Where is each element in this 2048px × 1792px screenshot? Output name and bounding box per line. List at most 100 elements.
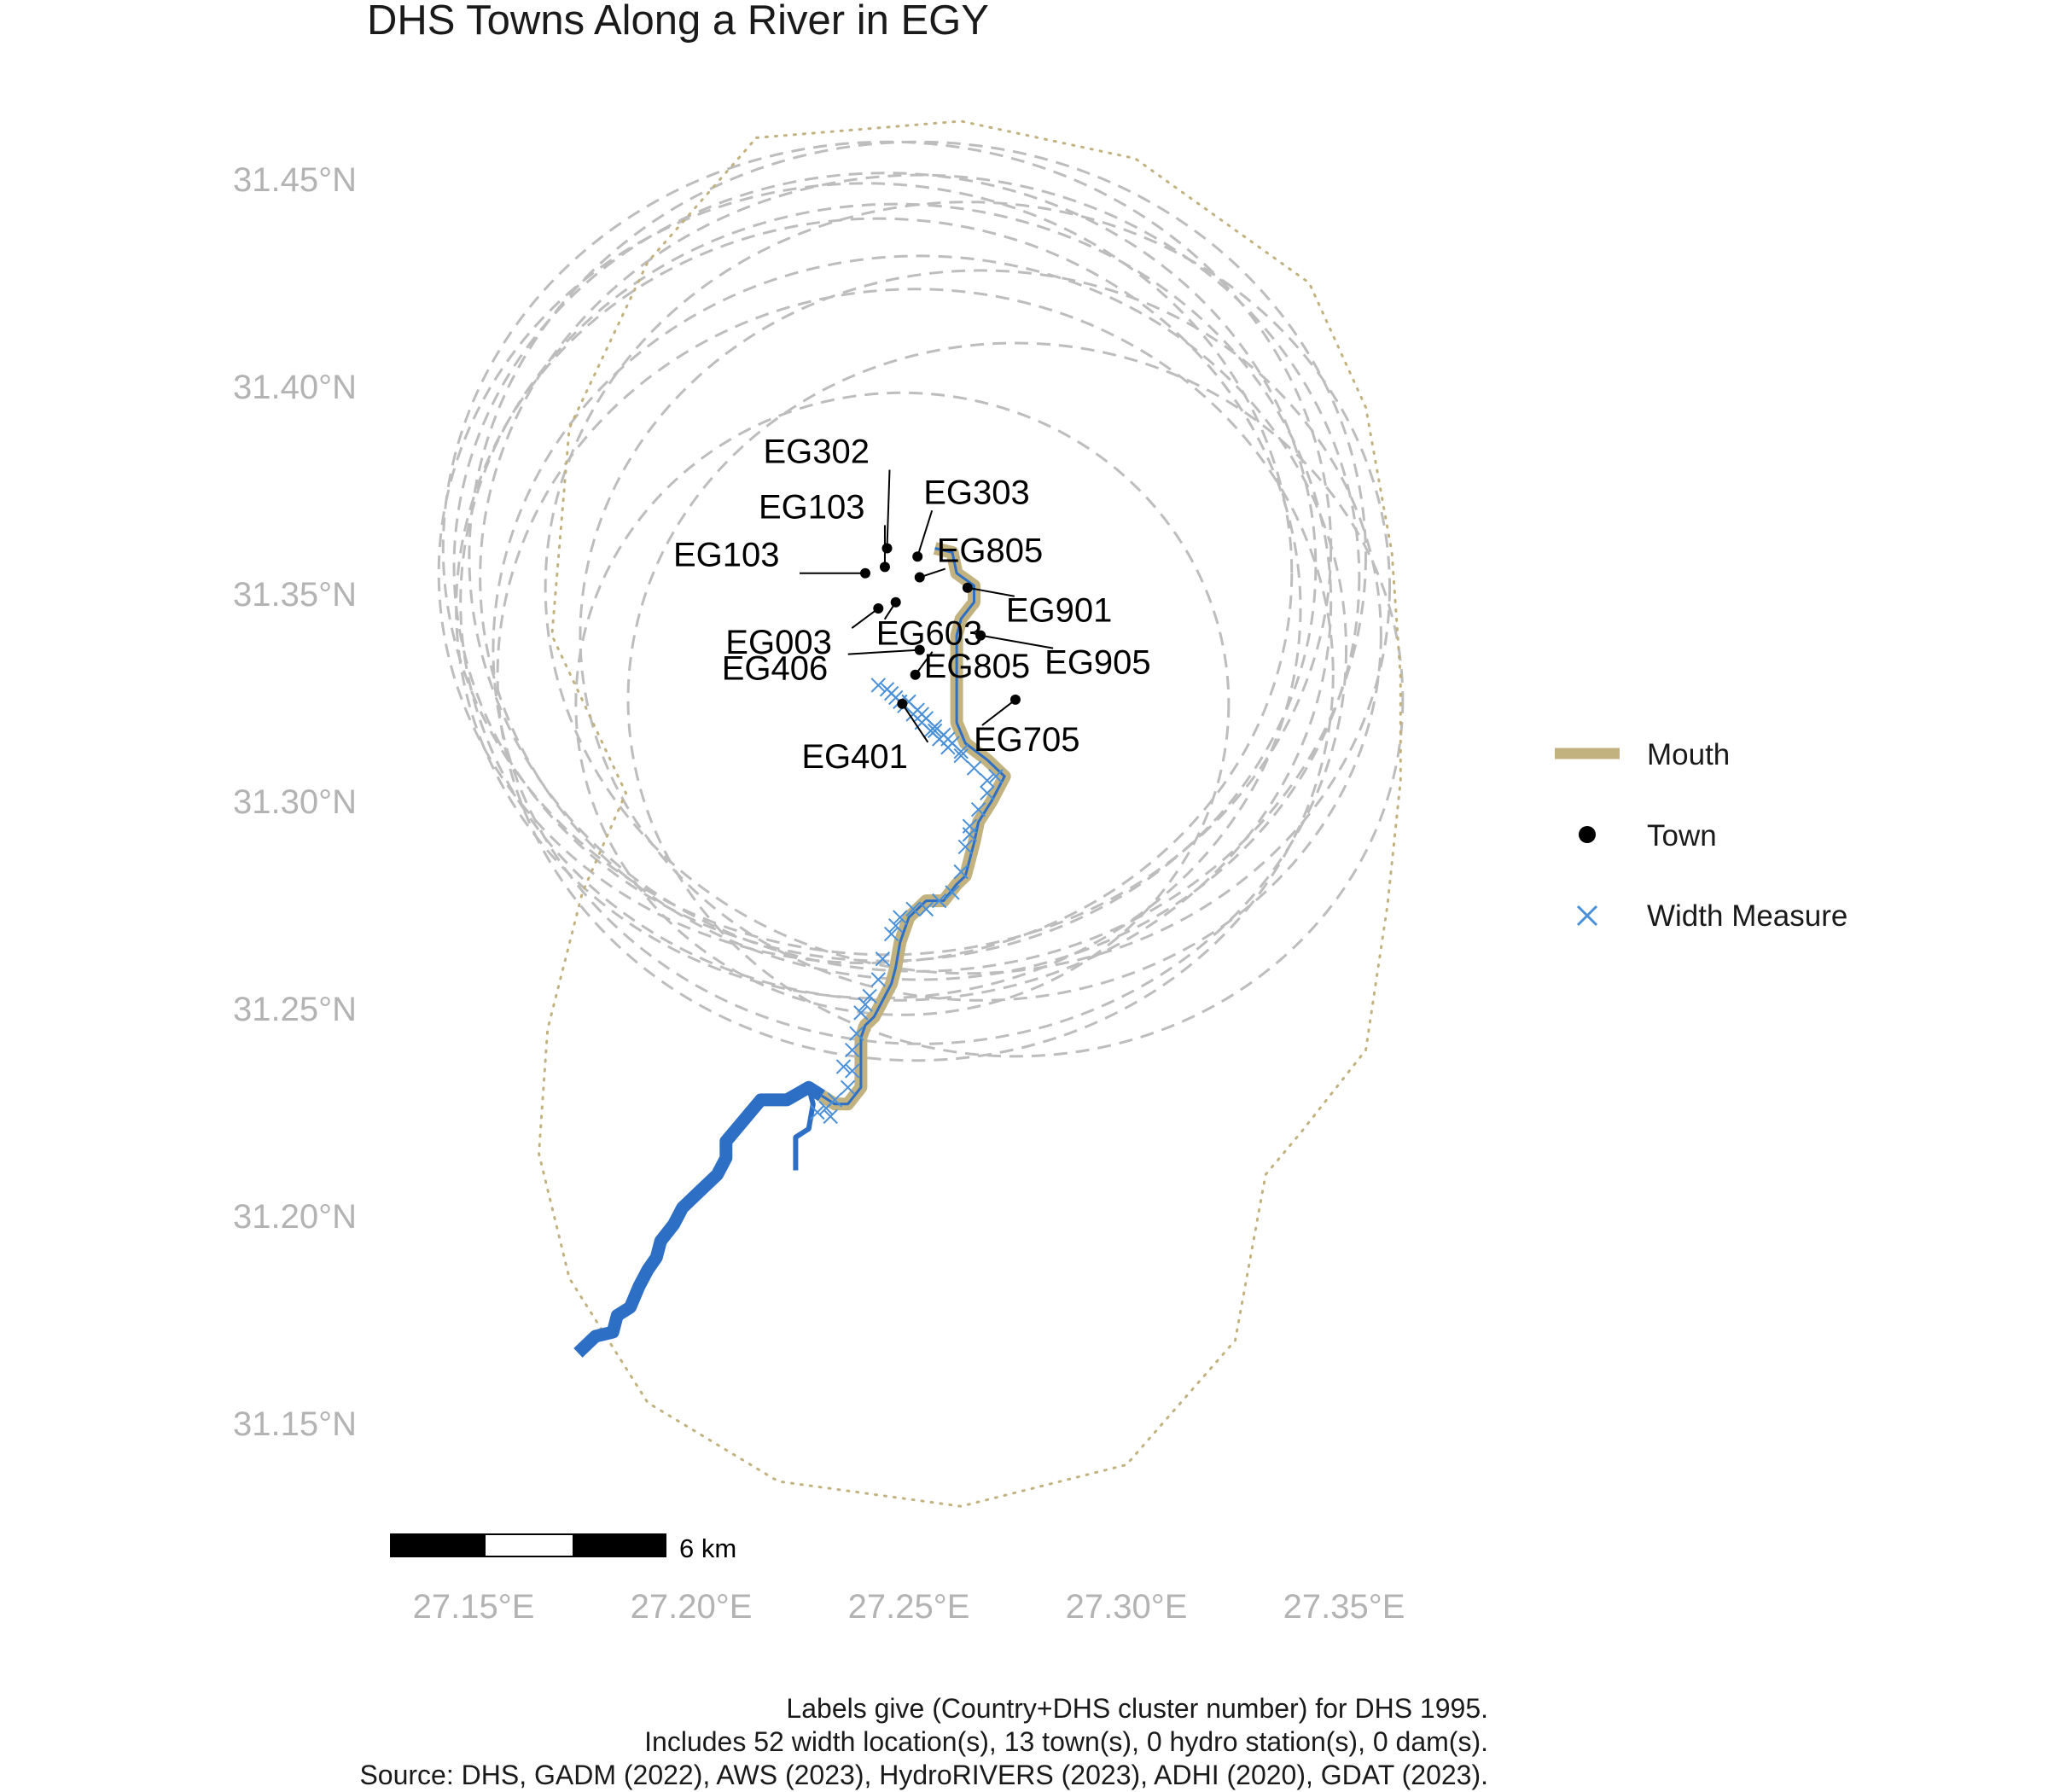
- width-measure-marker: [962, 827, 978, 842]
- town-label: EG103: [759, 488, 865, 526]
- river-branch-line: [793, 1086, 816, 1171]
- town-point: [873, 603, 884, 614]
- width-measure-marker: [893, 910, 908, 925]
- town-label-leader: [886, 469, 891, 549]
- town-point: [962, 582, 973, 593]
- town-buffer-circle: [437, 182, 1294, 965]
- town-label-leader: [901, 703, 929, 743]
- width-measure-marker: [858, 997, 873, 1012]
- width-measure-marker: [827, 1092, 843, 1108]
- width-measure-marker: [953, 864, 969, 880]
- town-point: [975, 630, 986, 641]
- legend-width-measure-swatch: [1576, 905, 1598, 927]
- town-label-leaders: [800, 469, 1054, 743]
- town-buffer-circle: [459, 202, 1333, 1002]
- width-measure-marker: [810, 1104, 825, 1120]
- town-label-leader: [851, 608, 879, 629]
- town-point: [912, 551, 923, 562]
- town-label-leader: [967, 586, 1015, 597]
- town-point: [914, 572, 925, 583]
- scale-bar: 6 km: [390, 1533, 736, 1563]
- legend-town-label: Town: [1647, 819, 1717, 852]
- town-label: EG303: [923, 474, 1030, 511]
- y-tick-label: 31.15°N: [233, 1405, 357, 1443]
- x-tick-label: 27.15°E: [413, 1588, 535, 1626]
- width-measure-marker: [887, 918, 904, 934]
- town-label: EG905: [1044, 644, 1151, 682]
- legend-width-measure-label: Width Measure: [1647, 899, 1847, 933]
- caption: Labels give (Country+DHS cluster number)…: [359, 1693, 1488, 1790]
- y-tick-label: 31.45°N: [233, 161, 357, 199]
- town-point: [890, 596, 901, 608]
- town-label: EG003: [725, 624, 832, 661]
- town-label: EG805: [937, 532, 1044, 570]
- width-measure-marker: [849, 1026, 864, 1041]
- width-measure-marker: [844, 1042, 860, 1058]
- width-measure-marker: [957, 839, 974, 855]
- town-buffer-circle: [626, 341, 1405, 1058]
- river-line: [573, 1080, 826, 1358]
- town-label: EG805: [924, 648, 1031, 685]
- town-point: [1009, 694, 1021, 705]
- town-labels: EG302 EG103 EG103 EG303 EG805 EG901 EG603 EG003…: [673, 433, 1151, 776]
- map-title: DHS Towns Along a River in EGY: [367, 0, 989, 44]
- town-label-leader: [980, 634, 1054, 649]
- width-measure-marker: [980, 785, 995, 800]
- width-measure-marker: [840, 1079, 856, 1096]
- region-boundary-outline: [537, 119, 1402, 1508]
- town-point: [881, 543, 893, 554]
- width-measure-marker: [823, 1108, 838, 1125]
- width-measure-marker: [853, 1005, 869, 1021]
- legend-mouth-label: Mouth: [1647, 738, 1730, 771]
- town-point: [860, 567, 870, 579]
- width-measure-marker: [953, 748, 969, 764]
- town-buffer-circle: [468, 140, 1367, 973]
- town-points: [860, 543, 1021, 709]
- width-measure-marker: [966, 760, 982, 776]
- legend: Mouth Town Width Measure: [1555, 738, 1847, 933]
- x-tick-label: 27.35°E: [1283, 1588, 1405, 1626]
- y-axis-ticks: 31.45°N 31.40°N 31.35°N 31.30°N 31.25°N 31.20…: [233, 161, 357, 1443]
- scale-bar-segment-1: [390, 1533, 486, 1557]
- y-tick-label: 31.20°N: [233, 1198, 357, 1236]
- width-measure-marker: [940, 731, 956, 747]
- town-label: EG103: [673, 537, 780, 574]
- town-label: EG302: [764, 433, 870, 471]
- width-measure-marker: [945, 885, 960, 900]
- y-tick-label: 31.40°N: [233, 369, 357, 406]
- caption-line-2: Includes 52 width location(s), 13 town(s…: [644, 1726, 1488, 1757]
- town-buffer-circle: [574, 391, 1231, 1016]
- x-tick-label: 27.20°E: [631, 1588, 753, 1626]
- legend-town-swatch: [1579, 826, 1596, 843]
- width-measure-markers: [810, 678, 1004, 1125]
- y-tick-label: 31.35°N: [233, 576, 357, 614]
- width-measure-marker: [980, 772, 995, 788]
- town-label: EG705: [974, 721, 1080, 759]
- town-buffer-circle: [479, 173, 1361, 981]
- scale-bar-segment-2: [484, 1533, 574, 1557]
- y-tick-label: 31.30°N: [233, 783, 357, 821]
- width-measure-marker: [870, 678, 887, 693]
- scale-bar-label: 6 km: [679, 1533, 736, 1563]
- caption-line-3: Source: DHS, GADM (2022), AWS (2023), Hy…: [359, 1760, 1488, 1790]
- town-point: [897, 698, 908, 709]
- y-tick-label: 31.25°N: [233, 991, 357, 1028]
- width-measure-marker: [883, 926, 899, 942]
- town-buffer-circle: [455, 217, 1302, 1000]
- town-point: [910, 669, 921, 680]
- town-point: [914, 644, 925, 655]
- town-label: EG406: [722, 650, 829, 688]
- x-tick-label: 27.25°E: [848, 1588, 970, 1626]
- town-buffer-circle: [579, 269, 1382, 1002]
- width-measure-marker: [844, 1063, 860, 1079]
- caption-line-1: Labels give (Country+DHS cluster number)…: [786, 1693, 1488, 1724]
- town-label-leader: [981, 699, 1016, 726]
- town-buffer-circle: [492, 254, 1348, 1045]
- scale-bar-segment-3: [573, 1533, 666, 1557]
- town-label-leader: [847, 649, 920, 655]
- width-measure-marker: [988, 769, 1004, 784]
- width-measure-marker: [953, 743, 969, 759]
- town-buffer-circle: [496, 288, 1335, 1062]
- width-measure-marker: [970, 802, 986, 817]
